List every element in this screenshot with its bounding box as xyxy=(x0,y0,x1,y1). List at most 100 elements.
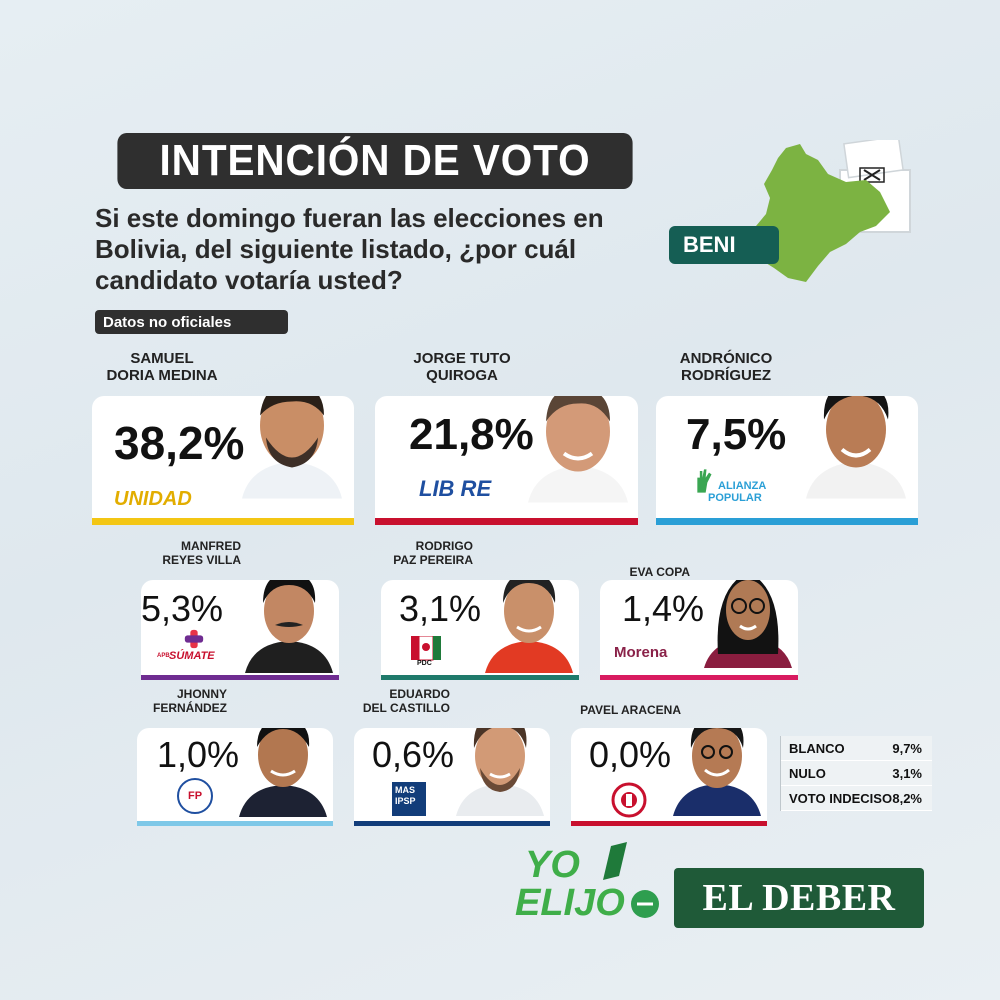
unofficial-data-tag: Datos no oficiales xyxy=(95,310,288,334)
party-color-bar xyxy=(656,518,918,525)
vote-percentage: 38,2% xyxy=(114,417,245,469)
yo-elijo-line: ELIJO xyxy=(515,882,625,924)
party-logo: APB SÚMATE xyxy=(157,628,237,664)
result-card: 1,4% Morena xyxy=(600,580,798,680)
vote-percentage: 5,3% xyxy=(141,588,224,629)
vote-percentage: 7,5% xyxy=(686,410,787,459)
party-color-bar xyxy=(381,675,579,680)
candidate-name-line: ANDRÓNICO xyxy=(679,350,773,367)
candidate-photo xyxy=(485,580,573,673)
candidate-card: ANDRÓNICO RODRÍGUEZ 7,5% ALIANZA POPULAR xyxy=(656,350,918,525)
candidate-name-line: REYES VILLA xyxy=(162,552,241,567)
party-logo xyxy=(611,782,647,818)
row-value: 8,2% xyxy=(892,790,922,806)
party-color-bar xyxy=(375,518,638,525)
yo-elijo-badge-icon xyxy=(603,842,659,918)
candidate-name-line: RODRÍGUEZ xyxy=(681,367,771,385)
candidate-name: JHONNY FERNÁNDEZ xyxy=(137,687,227,716)
party-name: FP xyxy=(187,790,203,802)
candidate-name-line: PAVEL ARACENA xyxy=(580,703,681,717)
result-card: 5,3% APB SÚMATE xyxy=(141,580,339,680)
party-name: PDC xyxy=(417,660,432,667)
candidate-name-line: DORIA MEDINA xyxy=(106,367,218,385)
candidate-name-line: JORGE TUTO xyxy=(413,350,511,367)
party-prefix: APB xyxy=(157,653,170,659)
party-logo: Morena xyxy=(614,644,668,661)
row-value: 3,1% xyxy=(892,765,922,781)
plus-icon xyxy=(184,629,204,649)
result-card: 0,0% xyxy=(571,728,767,826)
survey-question: Si este domingo fueran las elecciones en… xyxy=(95,203,604,295)
party-color-bar xyxy=(137,821,333,826)
yo-elijo-logo: YO ELIJO xyxy=(515,842,665,932)
candidate-name-line: EDUARDO xyxy=(389,687,450,701)
vote-percentage: 3,1% xyxy=(399,588,482,629)
party-logo: FP xyxy=(177,778,213,814)
candidate-photo xyxy=(673,728,761,816)
pdc-logo-icon xyxy=(411,636,441,661)
el-deber-logo: EL DEBER xyxy=(674,868,924,928)
candidate-name: RODRIGO PAZ PEREIRA xyxy=(381,539,473,568)
other-votes-row: NULO 3,1% xyxy=(781,761,932,786)
candidate-card: MANFRED REYES VILLA 5,3% APB SÚMATE xyxy=(141,539,339,680)
candidate-card: EDUARDO DEL CASTILLO 0,6% MAS IPSP xyxy=(354,687,550,826)
candidate-name: JORGE TUTO QUIROGA xyxy=(397,350,527,385)
party-name-line: MAS xyxy=(395,785,415,795)
result-card: 7,5% ALIANZA POPULAR xyxy=(656,396,918,525)
vote-percentage: 0,0% xyxy=(589,734,672,775)
vote-percentage: 21,8% xyxy=(409,410,534,459)
candidate-card: JORGE TUTO QUIROGA 21,8% LIB RE xyxy=(375,350,638,525)
other-votes-row: BLANCO 9,7% xyxy=(781,736,932,761)
result-card: 38,2% UNIDAD xyxy=(92,396,354,525)
candidate-name-line: MANFRED xyxy=(181,539,241,553)
candidate-name: SAMUEL DORIA MEDINA xyxy=(102,350,222,385)
candidate-name-line: PAZ PEREIRA xyxy=(393,552,473,567)
party-color-bar xyxy=(571,821,767,826)
party-name: SÚMATE xyxy=(169,650,215,662)
candidate-photo xyxy=(528,396,628,503)
other-votes-table: BLANCO 9,7% NULO 3,1% VOTO INDECISO 8,2% xyxy=(780,736,932,811)
candidate-name-line: EVA COPA xyxy=(629,565,690,579)
candidate-name: EDUARDO DEL CASTILLO xyxy=(354,687,450,716)
candidate-card: PAVEL ARACENA 0,0% xyxy=(571,688,767,826)
vote-percentage: 0,6% xyxy=(372,734,455,775)
vote-percentage: 1,4% xyxy=(622,588,705,629)
region-badge: BENI xyxy=(669,226,779,264)
row-value: 9,7% xyxy=(892,740,922,756)
candidate-name-line: JHONNY xyxy=(176,687,227,701)
candidate-card: SAMUEL DORIA MEDINA 38,2% UNIDAD xyxy=(92,350,354,525)
candidate-name-line: QUIROGA xyxy=(426,367,498,385)
candidate-name-line: FERNÁNDEZ xyxy=(153,700,227,715)
party-color-bar xyxy=(92,518,354,525)
candidate-card: RODRIGO PAZ PEREIRA 3,1% PDC xyxy=(381,539,579,680)
candidate-name: PAVEL ARACENA xyxy=(571,703,681,718)
candidate-photo xyxy=(242,396,342,499)
raised-hand-icon xyxy=(697,469,712,493)
page-title: INTENCIÓN DE VOTO xyxy=(117,133,633,189)
row-label: BLANCO xyxy=(789,740,845,756)
result-card: 1,0% FP xyxy=(137,728,333,826)
candidate-photo xyxy=(456,728,544,816)
result-card: 3,1% PDC xyxy=(381,580,579,680)
party-logo: LIB RE xyxy=(419,476,492,501)
vote-percentage: 1,0% xyxy=(157,734,240,775)
candidate-name-line: RODRIGO xyxy=(415,539,473,553)
candidate-card: EVA COPA 1,4% Morena xyxy=(600,540,798,680)
party-name-line: POPULAR xyxy=(708,492,762,504)
row-label: NULO xyxy=(789,765,826,781)
candidate-photo xyxy=(245,580,333,673)
candidate-photo xyxy=(704,580,792,668)
candidate-name: ANDRÓNICO RODRÍGUEZ xyxy=(666,350,786,385)
candidate-name-line: DEL CASTILLO xyxy=(362,700,450,715)
result-card: 21,8% LIB RE xyxy=(375,396,638,525)
result-card: 0,6% MAS IPSP xyxy=(354,728,550,826)
party-name-line: IPSP xyxy=(395,796,416,806)
party-logo: UNIDAD xyxy=(114,488,192,510)
beni-map-icon xyxy=(750,140,911,282)
party-color-bar xyxy=(600,675,798,680)
party-name-line: ALIANZA xyxy=(718,480,767,492)
party-logo: MAS IPSP xyxy=(392,782,426,816)
party-logo: PDC xyxy=(411,636,441,668)
candidate-name: EVA COPA xyxy=(600,565,690,580)
